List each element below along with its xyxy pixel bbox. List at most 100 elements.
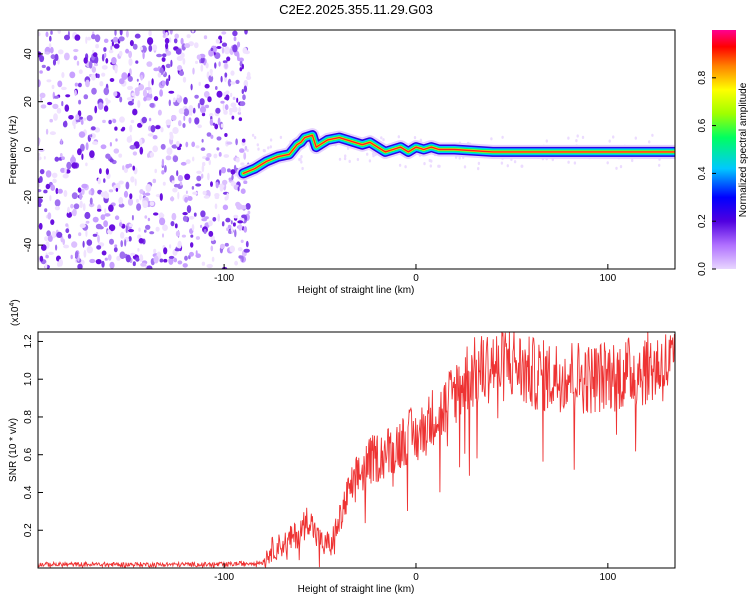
noise-speckle [177,65,183,71]
noise-speckle [54,156,60,162]
noise-speckle [146,61,153,67]
noise-speckle [202,161,206,167]
noise-speckle [113,148,120,154]
noise-speckle [107,229,111,234]
noise-speckle [139,254,144,262]
noise-speckle [140,262,147,267]
noise-speckle [103,178,106,183]
noise-speckle [144,229,147,233]
noise-speckle [233,164,237,171]
noise-speckle [194,42,199,49]
faint-speckle [257,147,260,151]
noise-speckle [195,236,200,240]
noise-speckle [232,44,238,53]
spectrogram-noise [38,30,675,269]
noise-speckle [57,188,63,194]
noise-speckle [108,119,112,125]
noise-speckle [74,82,79,87]
noise-speckle [184,173,191,180]
noise-speckle [201,112,206,117]
noise-speckle [62,173,69,179]
noise-speckle [222,179,228,185]
noise-speckle [109,261,115,269]
noise-speckle [125,48,130,54]
snr-scale-label: (x104) [9,299,21,326]
noise-speckle [170,59,173,67]
noise-speckle [185,159,191,165]
noise-speckle [221,221,225,227]
faint-speckle [413,136,417,140]
noise-speckle [221,42,228,47]
faint-speckle [567,136,570,140]
noise-speckle [182,76,187,83]
noise-speckle [196,170,202,174]
noise-speckle [245,240,249,248]
noise-speckle [113,247,118,253]
spectrogram-x-tick-label: 100 [600,273,617,284]
noise-speckle [151,78,154,86]
noise-speckle [216,90,223,98]
noise-speckle [43,189,48,194]
noise-speckle [86,115,93,122]
noise-speckle [144,215,148,219]
noise-speckle [207,96,212,103]
noise-speckle [161,57,166,62]
noise-speckle [90,126,96,131]
noise-speckle [164,37,170,44]
noise-speckle [174,33,179,39]
noise-speckle [51,172,58,178]
noise-speckle [219,243,225,249]
noise-speckle [247,210,251,215]
noise-speckle [136,78,139,82]
spectrogram-y-tick-label: 40 [23,48,34,60]
noise-speckle [118,50,123,57]
noise-speckle [203,35,208,40]
noise-speckle [47,212,52,220]
noise-speckle [50,54,56,60]
noise-speckle [77,82,82,88]
noise-speckle [52,103,59,110]
noise-speckle [114,215,120,220]
noise-speckle [192,107,196,114]
noise-speckle [222,103,225,112]
snr-y-tick-label: 0.2 [23,523,34,537]
noise-speckle [122,165,125,171]
noise-speckle [85,162,88,167]
noise-speckle [50,219,55,226]
noise-speckle [44,51,50,55]
noise-speckle [123,167,128,173]
noise-speckle [88,202,95,208]
noise-speckle [224,196,228,201]
faint-speckle [246,148,249,153]
noise-speckle [98,226,104,230]
noise-speckle [44,262,48,269]
spectrogram-y-ticks: -40 -20 0 20 40 [23,48,43,252]
noise-speckle [242,47,248,54]
noise-speckle [230,92,233,98]
noise-speckle [50,184,55,191]
noise-speckle [190,234,194,238]
noise-speckle [64,52,70,61]
noise-speckle [198,81,201,86]
noise-speckle [99,81,104,87]
spectrogram-x-tick-label: 0 [413,273,419,284]
noise-speckle [125,164,131,169]
noise-speckle [233,214,239,219]
noise-speckle [63,244,70,249]
noise-speckle [166,147,173,155]
noise-speckle [153,67,159,72]
noise-speckle [171,180,175,184]
noise-speckle [223,109,228,115]
noise-speckle [101,260,105,268]
snr-x-tick-label: 100 [600,572,617,583]
faint-speckle [648,140,651,144]
noise-speckle [97,234,100,243]
noise-speckle [148,30,152,37]
noise-speckle [217,117,221,126]
noise-speckle [71,162,78,169]
colorbar-tick-label: 0.8 [697,70,708,84]
noise-speckle [153,96,159,102]
noise-speckle [201,261,206,266]
noise-speckle [129,193,133,200]
